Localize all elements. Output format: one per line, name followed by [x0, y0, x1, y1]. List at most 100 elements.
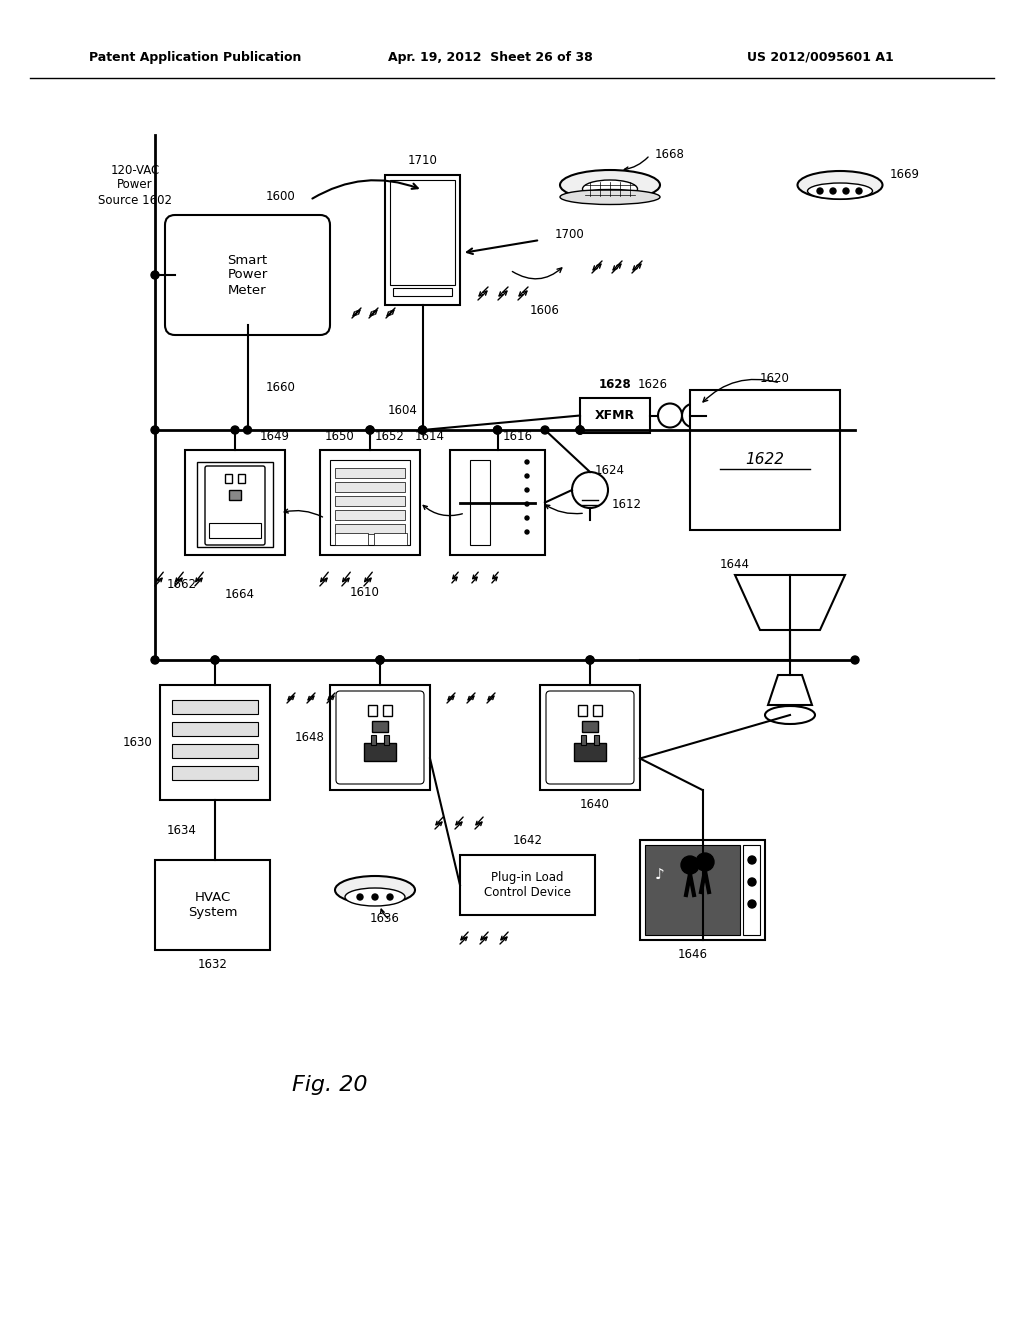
- Bar: [372, 721, 388, 733]
- Text: 1660: 1660: [265, 381, 295, 393]
- Circle shape: [419, 426, 427, 434]
- Circle shape: [211, 656, 219, 664]
- Text: 1642: 1642: [512, 834, 543, 847]
- Text: Smart
Power
Meter: Smart Power Meter: [227, 253, 267, 297]
- Circle shape: [586, 656, 594, 664]
- Bar: [578, 705, 587, 715]
- Text: 1624: 1624: [595, 463, 625, 477]
- Text: 1632: 1632: [198, 957, 227, 970]
- Circle shape: [372, 894, 378, 900]
- Bar: [594, 735, 599, 744]
- Bar: [197, 462, 273, 546]
- Bar: [384, 735, 389, 744]
- Circle shape: [696, 853, 714, 871]
- Bar: [172, 744, 258, 758]
- FancyBboxPatch shape: [336, 690, 424, 784]
- Circle shape: [525, 474, 529, 478]
- Circle shape: [494, 426, 502, 434]
- Text: 1664: 1664: [225, 589, 255, 602]
- Text: 1616: 1616: [503, 429, 532, 442]
- Circle shape: [575, 426, 584, 434]
- Text: Fig. 20: Fig. 20: [292, 1074, 368, 1096]
- Text: 1600: 1600: [265, 190, 295, 202]
- Text: 1614: 1614: [415, 429, 445, 442]
- Text: 1630: 1630: [122, 737, 152, 748]
- Bar: [172, 766, 258, 780]
- Circle shape: [681, 855, 699, 874]
- Ellipse shape: [765, 706, 815, 723]
- Circle shape: [525, 531, 529, 535]
- Ellipse shape: [345, 888, 406, 906]
- FancyBboxPatch shape: [546, 690, 634, 784]
- Text: US 2012/0095601 A1: US 2012/0095601 A1: [746, 50, 893, 63]
- Bar: [460, 855, 595, 915]
- FancyBboxPatch shape: [165, 215, 330, 335]
- Bar: [540, 685, 640, 789]
- Bar: [238, 474, 245, 483]
- Bar: [335, 482, 406, 492]
- Circle shape: [366, 426, 374, 434]
- Ellipse shape: [560, 170, 660, 201]
- Bar: [645, 845, 740, 935]
- Ellipse shape: [560, 190, 660, 205]
- Text: 1669: 1669: [890, 169, 920, 181]
- Bar: [335, 533, 368, 545]
- Text: 1644: 1644: [720, 558, 750, 572]
- Circle shape: [748, 878, 756, 886]
- Bar: [335, 510, 406, 520]
- Text: Plug-in Load
Control Device: Plug-in Load Control Device: [484, 871, 571, 899]
- Bar: [330, 459, 410, 545]
- Text: 1636: 1636: [370, 912, 400, 924]
- Bar: [383, 705, 392, 715]
- Text: HVAC
System: HVAC System: [187, 891, 238, 919]
- Bar: [640, 840, 765, 940]
- Circle shape: [151, 656, 159, 664]
- Text: ♪: ♪: [655, 867, 665, 883]
- Text: 1700: 1700: [555, 228, 585, 242]
- Text: Patent Application Publication: Patent Application Publication: [89, 50, 301, 63]
- Bar: [371, 735, 376, 744]
- Circle shape: [817, 187, 823, 194]
- Bar: [385, 176, 460, 305]
- Text: 1650: 1650: [325, 429, 354, 442]
- Circle shape: [151, 271, 159, 279]
- Bar: [335, 524, 406, 535]
- Bar: [390, 180, 455, 285]
- Bar: [743, 845, 760, 935]
- Ellipse shape: [583, 180, 638, 198]
- Ellipse shape: [335, 876, 415, 904]
- Circle shape: [376, 656, 384, 664]
- Text: 1620: 1620: [760, 371, 790, 384]
- Text: 1612: 1612: [612, 499, 642, 511]
- Text: 1604: 1604: [388, 404, 418, 417]
- Text: Apr. 19, 2012  Sheet 26 of 38: Apr. 19, 2012 Sheet 26 of 38: [388, 50, 592, 63]
- Text: 1662: 1662: [167, 578, 197, 591]
- Circle shape: [376, 656, 384, 664]
- Text: XFMR: XFMR: [595, 409, 635, 422]
- Circle shape: [525, 459, 529, 465]
- Circle shape: [575, 426, 584, 434]
- Bar: [690, 389, 840, 531]
- Circle shape: [525, 488, 529, 492]
- Circle shape: [856, 187, 862, 194]
- Bar: [155, 861, 270, 950]
- Text: 1710: 1710: [408, 153, 437, 166]
- FancyBboxPatch shape: [205, 466, 265, 545]
- Bar: [574, 743, 606, 762]
- Bar: [393, 288, 452, 296]
- Bar: [330, 685, 430, 789]
- Circle shape: [387, 894, 393, 900]
- Text: 1626: 1626: [638, 378, 668, 391]
- Text: 1628: 1628: [599, 378, 632, 391]
- Bar: [209, 523, 261, 539]
- Bar: [581, 735, 586, 744]
- Bar: [185, 450, 285, 554]
- Bar: [172, 700, 258, 714]
- Circle shape: [525, 516, 529, 520]
- Bar: [335, 469, 406, 478]
- Circle shape: [748, 855, 756, 865]
- Text: 1610: 1610: [350, 586, 380, 599]
- Circle shape: [231, 426, 239, 434]
- Text: 1668: 1668: [655, 149, 685, 161]
- Bar: [319, 450, 420, 554]
